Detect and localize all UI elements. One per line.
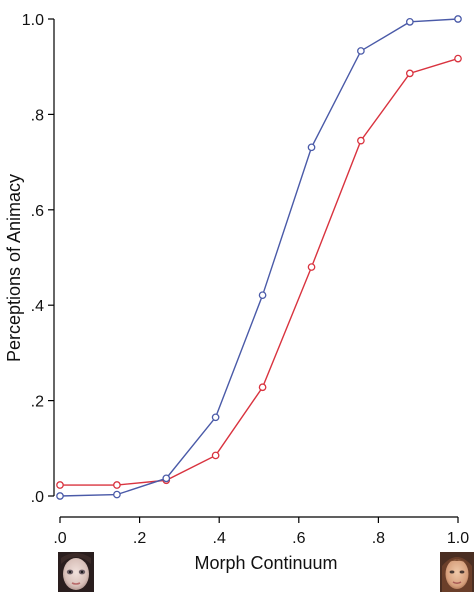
doll-face-image xyxy=(58,552,94,592)
x-tick-label: .2 xyxy=(133,530,146,547)
series-2-point xyxy=(258,383,267,392)
series-1-point xyxy=(357,47,365,55)
y-tick-label: .0 xyxy=(31,489,44,506)
human-face-image xyxy=(440,552,474,592)
x-tick-label: 1.0 xyxy=(447,530,469,547)
y-tick-label: .2 xyxy=(31,394,44,411)
series-2-point xyxy=(405,69,414,78)
series-2-line xyxy=(60,57,459,486)
x-tick-label: .8 xyxy=(372,530,385,547)
x-tick-label: .4 xyxy=(213,530,226,547)
series-1-point xyxy=(162,474,171,483)
series-2-point xyxy=(307,263,316,271)
series-layer xyxy=(56,15,462,500)
series-1-point xyxy=(307,143,316,152)
series-1-point xyxy=(454,15,462,23)
y-tick-label: .8 xyxy=(31,107,44,124)
series-1-point xyxy=(113,490,121,499)
series-1-point xyxy=(258,291,267,300)
y-axis-title: Perceptions of Animacy xyxy=(4,174,24,362)
series-1 xyxy=(56,15,462,500)
series-2 xyxy=(56,54,462,489)
x-axis-title: Morph Continuum xyxy=(194,553,337,573)
y-ticks: .0 .2 .4 .6 .8 1.0 xyxy=(22,12,54,506)
series-1-point xyxy=(56,492,64,500)
x-tick-label: .6 xyxy=(292,530,305,547)
x-ticks: .0 .2 .4 .6 .8 1.0 xyxy=(53,517,469,547)
series-2-point xyxy=(357,136,365,145)
series-1-line xyxy=(59,18,459,497)
series-2-point xyxy=(56,481,64,489)
series-2-point xyxy=(113,481,121,489)
series-1-point xyxy=(405,18,414,26)
y-tick-label: .4 xyxy=(31,298,44,315)
series-1-point xyxy=(211,413,220,422)
x-tick-label: .0 xyxy=(53,530,66,547)
series-2-point xyxy=(454,54,462,63)
axes xyxy=(53,19,458,518)
y-tick-label: .6 xyxy=(31,203,44,220)
y-tick-label: 1.0 xyxy=(22,12,44,29)
series-2-point xyxy=(211,451,220,460)
